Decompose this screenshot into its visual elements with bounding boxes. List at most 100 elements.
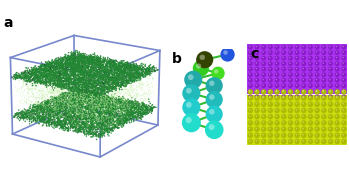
Bar [247, 95, 347, 145]
Circle shape [348, 45, 349, 50]
Circle shape [295, 83, 299, 88]
Circle shape [255, 146, 257, 148]
Circle shape [309, 97, 311, 98]
Circle shape [261, 126, 266, 132]
Circle shape [275, 78, 280, 83]
Circle shape [255, 134, 257, 136]
Circle shape [249, 109, 251, 111]
Circle shape [308, 39, 313, 44]
Circle shape [288, 114, 293, 119]
Circle shape [328, 139, 333, 144]
Circle shape [261, 89, 266, 95]
Circle shape [295, 89, 300, 95]
Circle shape [302, 146, 304, 148]
Circle shape [315, 39, 320, 44]
Circle shape [269, 97, 270, 98]
Circle shape [296, 79, 297, 80]
Circle shape [336, 62, 337, 64]
Circle shape [254, 145, 260, 150]
Circle shape [295, 95, 300, 101]
Circle shape [308, 94, 313, 99]
Circle shape [314, 145, 320, 150]
Circle shape [296, 95, 297, 97]
Circle shape [281, 95, 287, 101]
Circle shape [249, 62, 251, 64]
Circle shape [242, 57, 244, 58]
Circle shape [341, 89, 347, 95]
Circle shape [336, 134, 337, 136]
Circle shape [296, 121, 297, 123]
Circle shape [221, 47, 235, 62]
Circle shape [348, 39, 349, 44]
Circle shape [328, 78, 333, 83]
Circle shape [341, 39, 346, 44]
Circle shape [242, 95, 244, 97]
Circle shape [336, 121, 337, 123]
Circle shape [295, 145, 300, 150]
Circle shape [289, 134, 291, 136]
Circle shape [336, 73, 337, 75]
Circle shape [241, 67, 246, 72]
Circle shape [241, 145, 246, 150]
Circle shape [335, 61, 340, 66]
Circle shape [343, 84, 344, 86]
Circle shape [261, 56, 266, 60]
Circle shape [302, 78, 306, 83]
Circle shape [328, 120, 333, 126]
Circle shape [196, 51, 213, 68]
Circle shape [341, 45, 346, 50]
Circle shape [335, 67, 340, 72]
Circle shape [247, 139, 253, 144]
Circle shape [335, 78, 340, 83]
Circle shape [214, 69, 218, 74]
Circle shape [242, 40, 244, 42]
Circle shape [302, 140, 304, 142]
Circle shape [321, 72, 326, 77]
Circle shape [329, 57, 331, 58]
Circle shape [316, 73, 317, 75]
Circle shape [315, 134, 317, 136]
Circle shape [249, 121, 251, 123]
Circle shape [289, 57, 291, 58]
Circle shape [261, 45, 266, 50]
Circle shape [302, 109, 304, 111]
Circle shape [341, 133, 347, 138]
Circle shape [247, 114, 253, 119]
Circle shape [262, 103, 264, 105]
Circle shape [322, 79, 324, 80]
Text: c: c [250, 47, 258, 61]
Circle shape [282, 79, 284, 80]
Circle shape [281, 89, 287, 95]
Circle shape [301, 139, 306, 144]
Circle shape [242, 84, 244, 86]
Circle shape [336, 68, 337, 69]
Circle shape [315, 90, 317, 92]
Circle shape [296, 46, 297, 47]
Circle shape [282, 40, 284, 42]
Circle shape [341, 83, 346, 88]
Circle shape [315, 78, 320, 83]
Circle shape [262, 146, 264, 148]
Circle shape [268, 101, 273, 107]
Circle shape [348, 126, 349, 132]
Circle shape [315, 97, 317, 98]
Circle shape [288, 67, 293, 72]
Circle shape [309, 46, 311, 47]
Circle shape [276, 95, 277, 97]
Circle shape [343, 79, 344, 80]
Circle shape [282, 62, 284, 64]
Circle shape [275, 83, 280, 88]
Circle shape [275, 39, 280, 44]
Circle shape [274, 101, 280, 107]
Circle shape [328, 94, 333, 99]
Circle shape [296, 90, 297, 92]
Circle shape [269, 51, 270, 53]
Circle shape [282, 146, 284, 148]
Circle shape [309, 121, 311, 123]
Circle shape [321, 108, 327, 113]
Circle shape [262, 140, 264, 142]
Circle shape [288, 108, 293, 113]
Circle shape [254, 101, 260, 107]
Circle shape [341, 67, 346, 72]
Bar [247, 44, 347, 94]
